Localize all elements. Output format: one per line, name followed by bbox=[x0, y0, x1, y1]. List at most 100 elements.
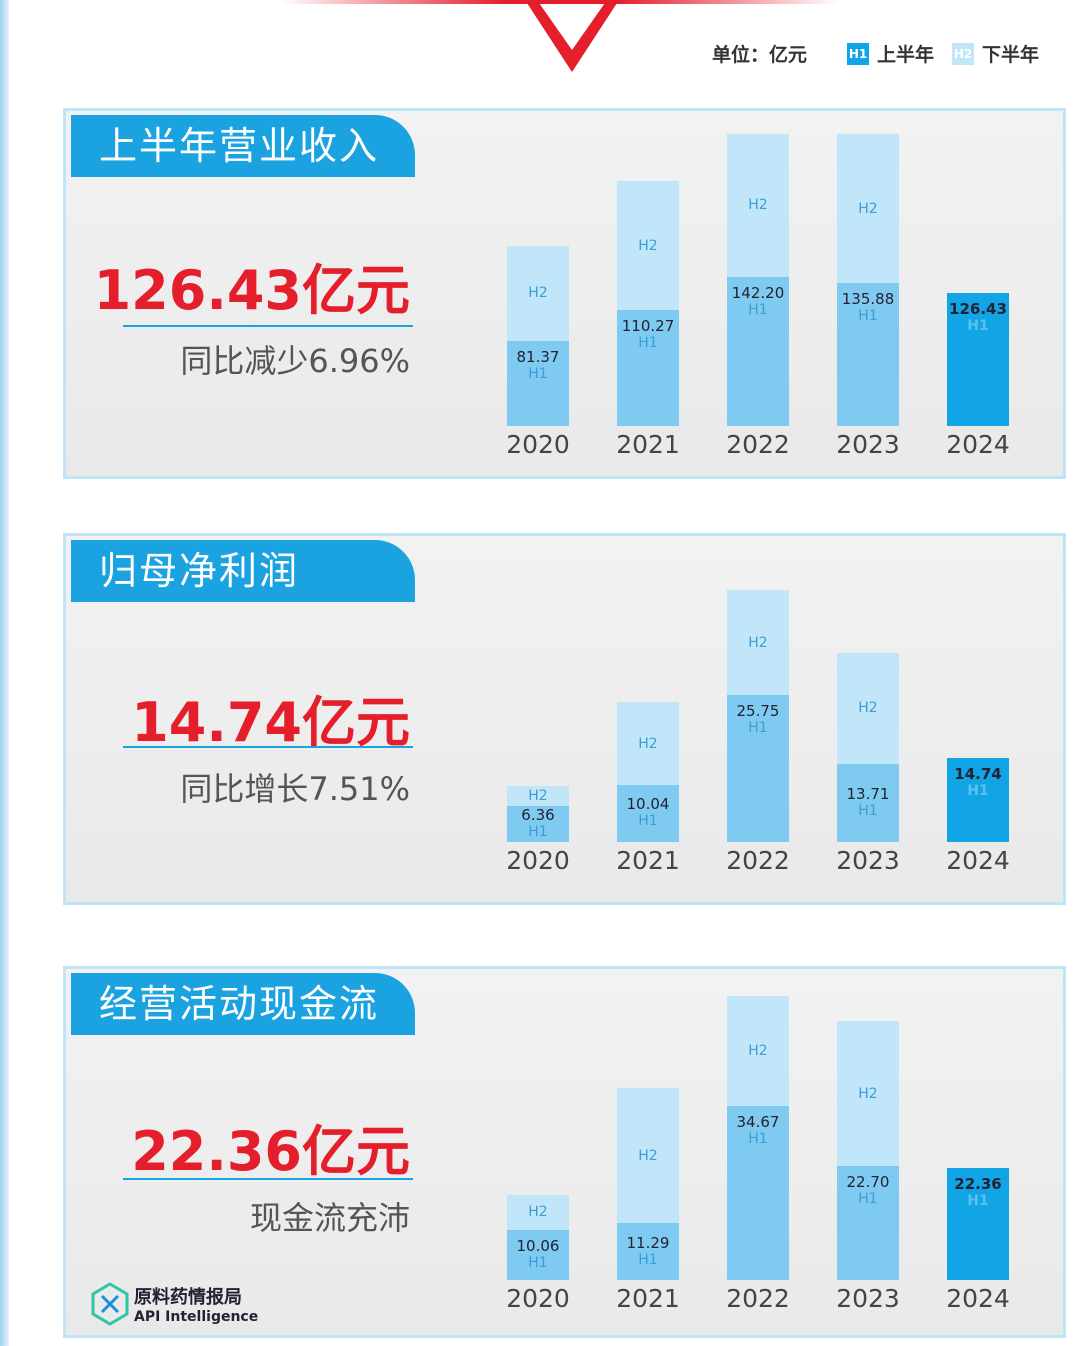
h1-value: 110.27 bbox=[621, 317, 675, 336]
bar-h2-2023 bbox=[837, 1020, 899, 1167]
h1-value-label-2022: 142.20 H1 bbox=[727, 283, 789, 319]
year-label-2021: 2021 bbox=[616, 1284, 680, 1313]
h2-label-2023: H2 bbox=[858, 1085, 878, 1102]
h2-label-2023: H2 bbox=[858, 700, 878, 717]
year-label-2020: 2020 bbox=[506, 846, 570, 875]
headline-divider bbox=[123, 1178, 413, 1180]
watermark: 原料药情报局 API Intelligence bbox=[90, 1282, 258, 1326]
headline-subtitle: 现金流充沛 bbox=[249, 1199, 410, 1237]
h1-tag: H1 bbox=[858, 1191, 878, 1208]
bar-h2-2020 bbox=[507, 785, 569, 806]
year-label-2023: 2023 bbox=[836, 430, 900, 459]
h1-tag: H1 bbox=[967, 1192, 989, 1209]
h1-value-label-2020: 6.36 H1 bbox=[507, 805, 569, 841]
h1-value: 126.43 bbox=[949, 300, 1007, 319]
year-label-2021: 2021 bbox=[616, 846, 680, 875]
h1-value-label-2023: 22.70 H1 bbox=[837, 1174, 899, 1208]
bar-h2-2020 bbox=[507, 1194, 569, 1230]
year-label-2024: 2024 bbox=[946, 846, 1010, 875]
top-red-line bbox=[280, 0, 840, 4]
bar-h1-2023 bbox=[837, 1166, 899, 1280]
bar-h1-2020 bbox=[507, 340, 569, 426]
h1-value-label-2024: 22.36 H1 bbox=[947, 1174, 1009, 1210]
h2-label-2021: H2 bbox=[638, 1147, 658, 1164]
bar-h1-2023 bbox=[837, 763, 899, 842]
bar-h1-2021 bbox=[617, 1223, 679, 1280]
h1-value: 142.20 bbox=[731, 283, 785, 302]
watermark-en: API Intelligence bbox=[134, 1309, 259, 1325]
bar-h2-2021 bbox=[617, 1088, 679, 1224]
h1-value: 25.75 bbox=[736, 702, 780, 721]
h1-tag: H1 bbox=[858, 802, 878, 819]
h1-tag: H1 bbox=[638, 813, 658, 830]
bar-h1-2024 bbox=[947, 1167, 1009, 1280]
h1-value-label-2022: 25.75 H1 bbox=[727, 703, 789, 737]
year-label-2021: 2021 bbox=[616, 430, 680, 459]
bar-h1-2022 bbox=[727, 276, 789, 426]
year-label-2024: 2024 bbox=[946, 430, 1010, 459]
year-label-2022: 2022 bbox=[726, 430, 790, 459]
h1-tag: H1 bbox=[748, 720, 768, 737]
h1-value-label-2020: 10.06 H1 bbox=[507, 1236, 569, 1272]
h1-value: 22.70 bbox=[846, 1173, 890, 1192]
headline-value: 14.74亿元 bbox=[131, 691, 410, 754]
api-intelligence-logo-icon bbox=[91, 1282, 129, 1326]
bar-h2-2023 bbox=[837, 134, 899, 284]
year-label-2023: 2023 bbox=[836, 1284, 900, 1313]
bar-h2-2023 bbox=[837, 652, 899, 764]
h1-value: 11.29 bbox=[626, 1233, 670, 1252]
year-label-2023: 2023 bbox=[836, 846, 900, 875]
h2-label-2020: H2 bbox=[528, 285, 548, 302]
bar-h2-2022 bbox=[727, 590, 789, 696]
h1-value: 14.74 bbox=[954, 765, 1002, 784]
h1-tag: H1 bbox=[748, 301, 768, 318]
h1-value: 13.71 bbox=[846, 784, 890, 803]
h2-label-2022: H2 bbox=[748, 1043, 768, 1060]
bar-h2-2021 bbox=[617, 702, 679, 785]
bar-h2-2022 bbox=[727, 134, 789, 277]
bar-h2-2022 bbox=[727, 996, 789, 1107]
watermark-cn: 原料药情报局 bbox=[134, 1287, 242, 1308]
bar-h1-2022 bbox=[727, 695, 789, 842]
year-label-2020: 2020 bbox=[506, 430, 570, 459]
h2-legend-swatch: H2 bbox=[952, 42, 975, 65]
year-label-2022: 2022 bbox=[726, 1284, 790, 1313]
h1-value-label-2020: 81.37 H1 bbox=[507, 347, 569, 383]
h2-label-2023: H2 bbox=[858, 200, 878, 217]
h2-legend-label: 下半年 bbox=[982, 44, 1040, 66]
h2-label-2021: H2 bbox=[638, 237, 658, 254]
bar-h1-2023 bbox=[837, 283, 899, 426]
h1-value-label-2024: 126.43 H1 bbox=[947, 301, 1009, 335]
h1-tag: H1 bbox=[638, 335, 658, 352]
h1-tag: H1 bbox=[528, 1254, 548, 1271]
chart-title: 经营活动现金流 bbox=[71, 973, 415, 1035]
h1-legend-label: 上半年 bbox=[877, 44, 935, 66]
bar-h1-2021 bbox=[617, 310, 679, 426]
h1-value-label-2021: 110.27 H1 bbox=[617, 318, 679, 352]
h1-value: 6.36 bbox=[521, 805, 555, 824]
h1-tag: H1 bbox=[967, 318, 989, 335]
h1-tag: H1 bbox=[528, 365, 548, 382]
h1-tag: H1 bbox=[528, 823, 548, 840]
h2-label-2021: H2 bbox=[638, 735, 658, 752]
year-label-2022: 2022 bbox=[726, 846, 790, 875]
bar-h1-2024 bbox=[947, 758, 1009, 842]
year-label-2020: 2020 bbox=[506, 1284, 570, 1313]
chart-panel: 经营活动现金流 22.36亿元 现金流充沛 H2 10.06 H1 2020 H2 11.29 H… bbox=[63, 966, 1066, 1338]
red-v-marker bbox=[525, 0, 619, 72]
h1-tag: H1 bbox=[748, 1131, 768, 1148]
h1-value-label-2021: 11.29 H1 bbox=[617, 1233, 679, 1269]
chart-title: 上半年营业收入 bbox=[71, 115, 415, 177]
h1-value: 10.04 bbox=[626, 795, 670, 814]
h1-value-label-2023: 13.71 H1 bbox=[837, 784, 899, 820]
bar-h1-2024 bbox=[947, 293, 1009, 426]
h1-legend-swatch: H1 bbox=[847, 42, 870, 65]
h2-label-2020: H2 bbox=[528, 787, 548, 804]
h1-tag: H1 bbox=[858, 308, 878, 325]
unit-label: 单位：亿元 bbox=[712, 44, 808, 66]
headline-value: 126.43亿元 bbox=[93, 259, 410, 322]
h1-value: 22.36 bbox=[954, 1174, 1002, 1193]
h1-value: 81.37 bbox=[516, 347, 560, 366]
h1-value: 10.06 bbox=[516, 1236, 560, 1255]
headline-subtitle: 同比增长7.51% bbox=[180, 770, 410, 808]
